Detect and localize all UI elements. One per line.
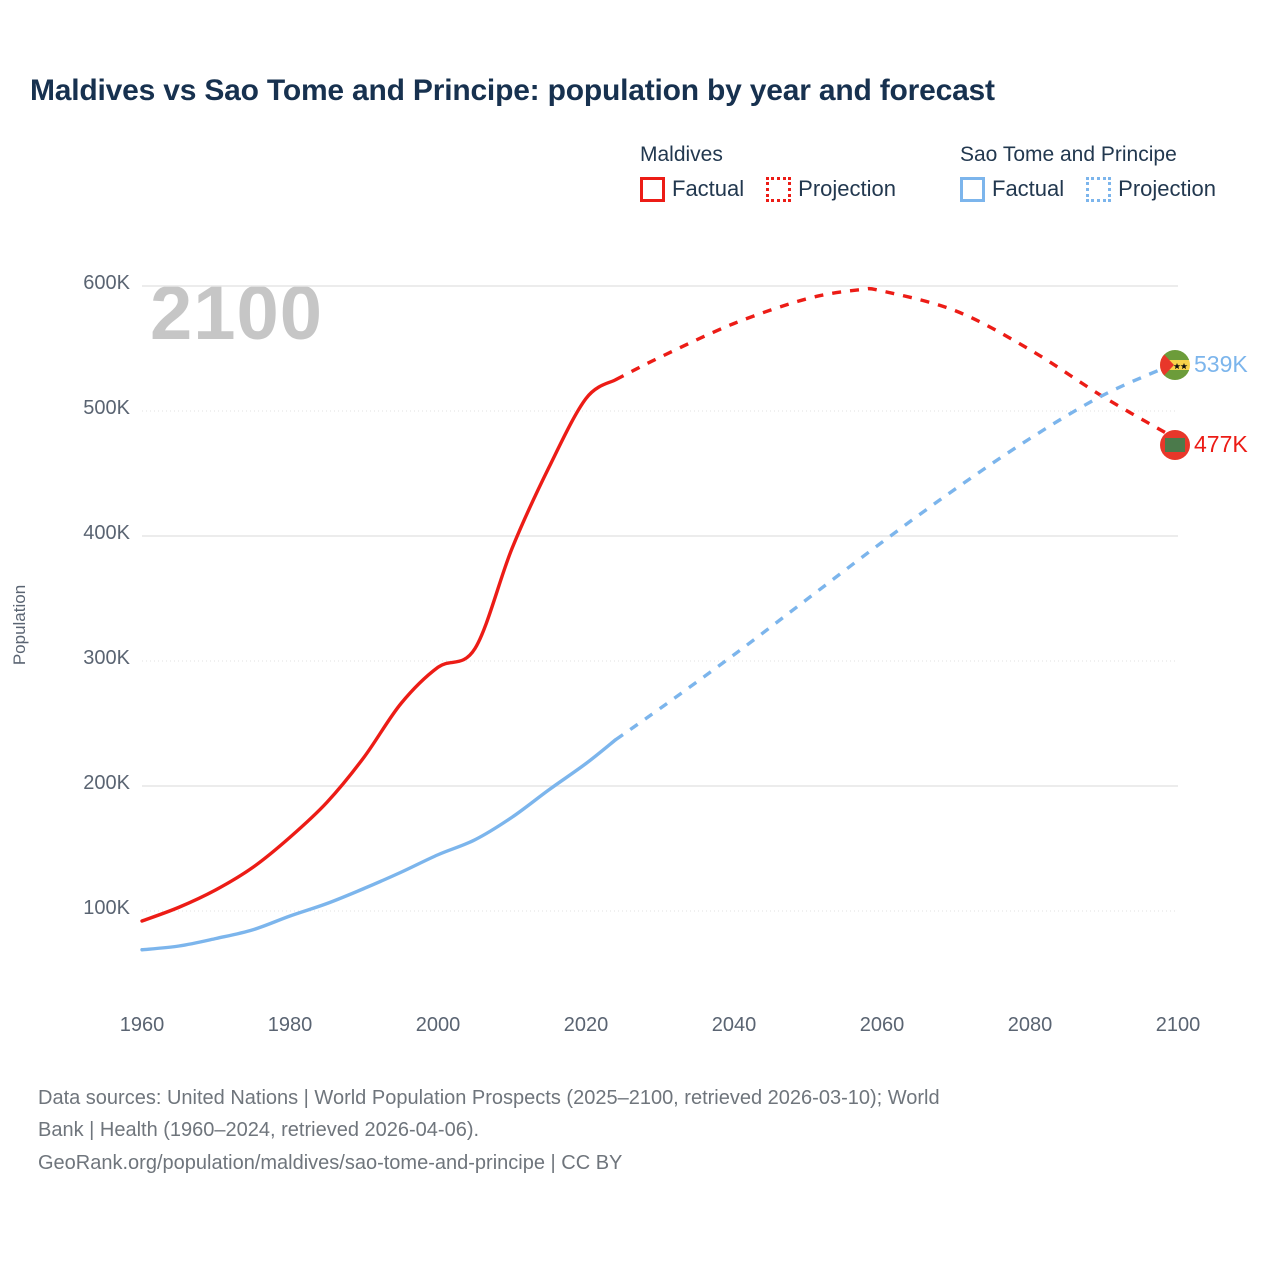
- y-axis-tick-label: 500K: [83, 397, 130, 419]
- x-axis-tick-label: 2100: [1155, 1014, 1201, 1036]
- legend-item-stp-factual[interactable]: Factual: [960, 176, 1064, 202]
- series-line-factual: [140, 378, 618, 923]
- chart-legend: Maldives Factual Projection Sao Tome and…: [640, 143, 1250, 202]
- legend-swatch-solid-icon: [640, 176, 665, 202]
- x-axis-tick-label: 1960: [119, 1014, 165, 1036]
- chart-plot-area: 2100 Population 100K 200K 300K 400K 500K 600K…: [0, 0, 1248, 1060]
- legend-swatch-dotted-icon: [766, 176, 792, 202]
- year-watermark: 2100: [150, 271, 324, 356]
- legend-item-label: Projection: [1118, 176, 1216, 201]
- legend-swatch-solid-icon: [960, 176, 985, 202]
- page-title: Maldives vs Sao Tome and Principe: popul…: [30, 74, 995, 107]
- legend-item-maldives-factual[interactable]: Factual: [640, 176, 744, 202]
- chart-series-layer: [140, 286, 1179, 952]
- series-line-factual: [140, 738, 618, 952]
- x-axis-tick-label: 2040: [711, 1014, 757, 1036]
- series-line-projection: [614, 360, 1179, 742]
- legend-group-title: Maldives: [640, 143, 723, 166]
- y-axis-tick-label: 100K: [83, 897, 130, 919]
- legend-item-label: Factual: [992, 176, 1065, 201]
- chart-svg-canvas: [140, 285, 1179, 952]
- legend-item-stp-projection[interactable]: Projection: [1086, 176, 1216, 202]
- series-line-projection: [614, 286, 1179, 442]
- legend-swatch-dotted-icon: [1086, 176, 1112, 202]
- footer-line-1: Data sources: United Nations | World Pop…: [38, 1087, 940, 1109]
- legend-item-maldives-projection[interactable]: Projection: [766, 176, 896, 202]
- y-axis-tick-label: 200K: [83, 772, 130, 794]
- x-axis-tick-label: 2080: [1007, 1014, 1053, 1036]
- y-axis-tick-label: 600K: [83, 272, 130, 294]
- legend-item-label: Factual: [672, 176, 745, 201]
- chart-gridlines: [142, 285, 1178, 912]
- legend-group-maldives: Maldives Factual Projection: [640, 143, 960, 202]
- x-axis-tick-label: 1980: [267, 1014, 313, 1036]
- x-axis-tick-label: 2060: [859, 1014, 905, 1036]
- y-axis-tick-label: 400K: [83, 522, 130, 544]
- legend-item-label: Projection: [798, 176, 896, 201]
- endpoint-label-maldives: 477K: [1194, 431, 1248, 457]
- y-axis-ticks: 100K 200K 300K 400K 500K 600K: [0, 0, 130, 1060]
- legend-group-title: Sao Tome and Principe: [960, 143, 1177, 166]
- legend-group-sao-tome-and-principe: Sao Tome and Principe Factual Projection: [960, 143, 1250, 202]
- footer-line-2: Bank | Health (1960–2024, retrieved 2026…: [38, 1119, 480, 1142]
- x-axis-tick-label: 2020: [563, 1014, 609, 1036]
- y-axis-tick-label: 300K: [83, 647, 130, 669]
- endpoint-label-sao-tome-and-principe: 539K: [1194, 351, 1248, 377]
- maldives-flag-icon: [1160, 430, 1190, 460]
- chart-footer: Data sources: United Nations | World Pop…: [38, 1082, 1238, 1179]
- x-axis-tick-label: 2000: [415, 1014, 461, 1036]
- footer-line-3[interactable]: GeoRank.org/population/maldives/sao-tome…: [38, 1151, 623, 1174]
- sao-tome-and-principe-flag-icon: [1160, 350, 1190, 380]
